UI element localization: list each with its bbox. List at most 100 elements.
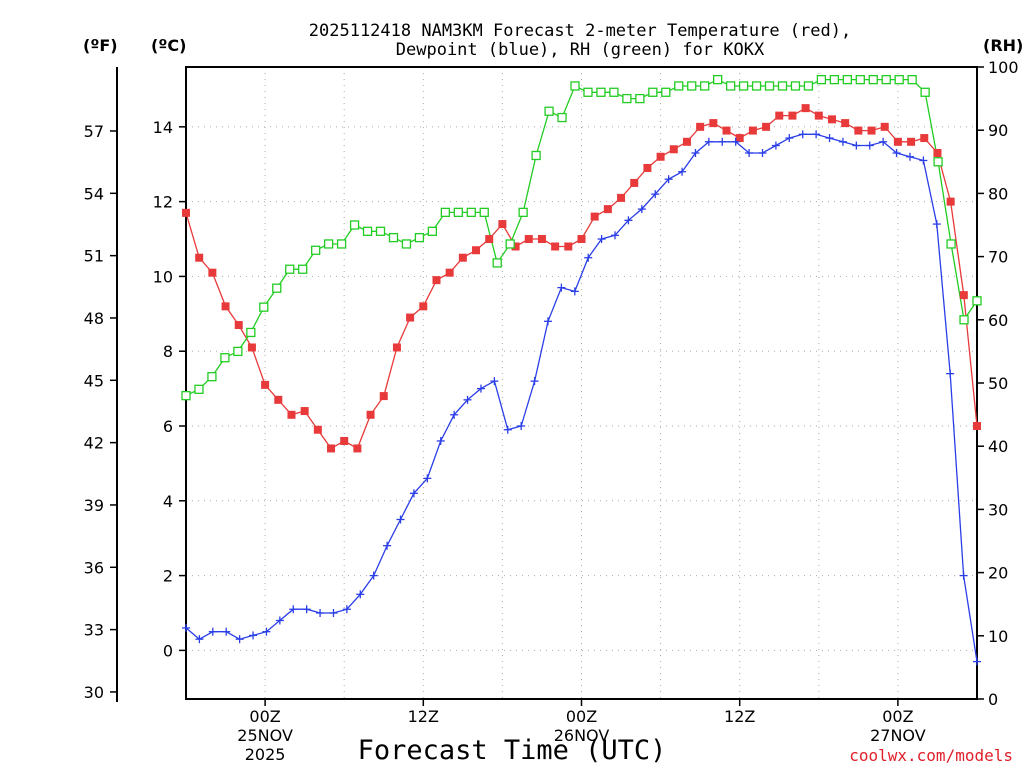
temperature-point: [458, 253, 467, 262]
dewpoint-point: [812, 130, 821, 139]
temperature-point: [551, 242, 560, 251]
fahrenheit-tick-label: 54: [84, 184, 104, 203]
fahrenheit-unit-label: (ºF): [83, 36, 118, 55]
dewpoint-point: [691, 149, 700, 158]
rh-point: [492, 258, 502, 268]
rh-point: [816, 74, 827, 85]
fahrenheit-tick-label: 33: [84, 621, 104, 640]
rh-tick-label: 50: [988, 374, 1008, 393]
dewpoint-point: [503, 425, 512, 434]
rh-point: [738, 81, 749, 91]
rh-point: [700, 81, 710, 91]
rh-point: [427, 226, 438, 236]
dewpoint-point: [838, 137, 847, 146]
temperature-point: [182, 208, 190, 217]
rh-tick-label: 20: [988, 564, 1008, 583]
rh-point: [220, 353, 230, 363]
temperature-point: [564, 242, 573, 251]
fahrenheit-tick-label: 39: [84, 496, 104, 515]
rh-point: [323, 239, 334, 249]
dewpoint-point: [543, 317, 552, 326]
dewpoint-point: [356, 590, 365, 599]
dewpoint-point: [731, 137, 740, 146]
temperature-point: [313, 425, 322, 434]
rh-point: [842, 74, 852, 85]
dewpoint-point: [369, 571, 378, 580]
temperature-point: [617, 193, 626, 202]
temperature-point: [406, 313, 415, 322]
rh-point: [401, 239, 412, 249]
celsius-tick-label: 8: [163, 342, 173, 361]
rh-point: [531, 150, 541, 161]
rh-point: [557, 112, 567, 123]
rh-point: [272, 283, 282, 293]
temperature-point: [261, 380, 270, 389]
celsius-tick-label: 14: [153, 118, 173, 137]
dewpoint-point: [476, 384, 485, 393]
temperature-point: [208, 268, 217, 277]
rh-point: [194, 384, 204, 394]
dewpoint-point: [718, 137, 727, 146]
dewpoint-point: [852, 141, 861, 150]
dewpoint-point: [932, 220, 941, 229]
temperature-point: [959, 291, 968, 300]
rh-point: [349, 220, 360, 230]
rh-point: [311, 245, 321, 255]
temperature-point: [854, 126, 863, 135]
fahrenheit-tick-label: 45: [84, 371, 104, 390]
dewpoint-point: [785, 134, 794, 143]
temperature-point: [907, 137, 916, 146]
rh-tick-label: 40: [988, 437, 1008, 456]
temperature-point: [643, 163, 652, 172]
rh-point: [946, 239, 956, 249]
fahrenheit-tick-label: 48: [84, 309, 104, 328]
celsius-unit-label: (ºC): [151, 36, 186, 55]
dewpoint-point: [463, 395, 472, 404]
dewpoint-point: [222, 627, 231, 636]
rh-point: [920, 87, 930, 97]
rh-tick-label: 70: [988, 248, 1008, 267]
dewpoint-point: [182, 623, 190, 632]
rh-point: [972, 296, 982, 306]
temperature-point: [353, 444, 362, 453]
x-tick-date: 25NOV: [237, 726, 293, 745]
temperature-point: [603, 205, 612, 214]
temperature-point: [827, 115, 836, 124]
rh-point: [894, 74, 904, 85]
rh-point: [246, 327, 256, 338]
rh-point: [440, 207, 450, 218]
dewpoint-point: [383, 541, 392, 550]
dewpoint-point: [704, 137, 713, 146]
rh-point: [336, 239, 347, 249]
temperature-point: [392, 343, 401, 352]
credit-text: coolwx.com/models: [849, 746, 1013, 765]
dewpoint-point: [517, 422, 526, 431]
dewpoint-point: [302, 605, 311, 614]
rh-point: [868, 74, 878, 85]
dewpoint-point: [597, 235, 606, 244]
temperature-point: [762, 122, 771, 131]
temperature-point: [893, 137, 902, 146]
dewpoint-point: [624, 216, 633, 225]
temperature-point: [340, 436, 349, 445]
rh-point: [583, 87, 593, 97]
markers-layer: [181, 74, 982, 666]
dewpoint-point: [570, 287, 579, 296]
dewpoint-point: [637, 205, 646, 214]
temperature-point: [775, 111, 784, 120]
axes: [116, 66, 978, 702]
rh-point: [881, 74, 891, 85]
x-tick-label: 00Z: [882, 707, 913, 726]
temperature-point: [327, 444, 336, 453]
celsius-tick-label: 10: [153, 267, 173, 286]
fahrenheit-tick-label: 51: [84, 247, 104, 266]
chart-title-line-2: Dewpoint (blue), RH (green) for KOKX: [396, 40, 765, 60]
rh-point: [803, 81, 814, 91]
temperature-point: [735, 134, 744, 143]
x-tick-label: 12Z: [724, 707, 755, 726]
temperature-point: [247, 343, 256, 352]
temperature-point: [801, 104, 810, 113]
temperature-point: [498, 220, 507, 229]
rh-tick-label: 60: [988, 311, 1008, 330]
temperature-point: [748, 126, 757, 135]
